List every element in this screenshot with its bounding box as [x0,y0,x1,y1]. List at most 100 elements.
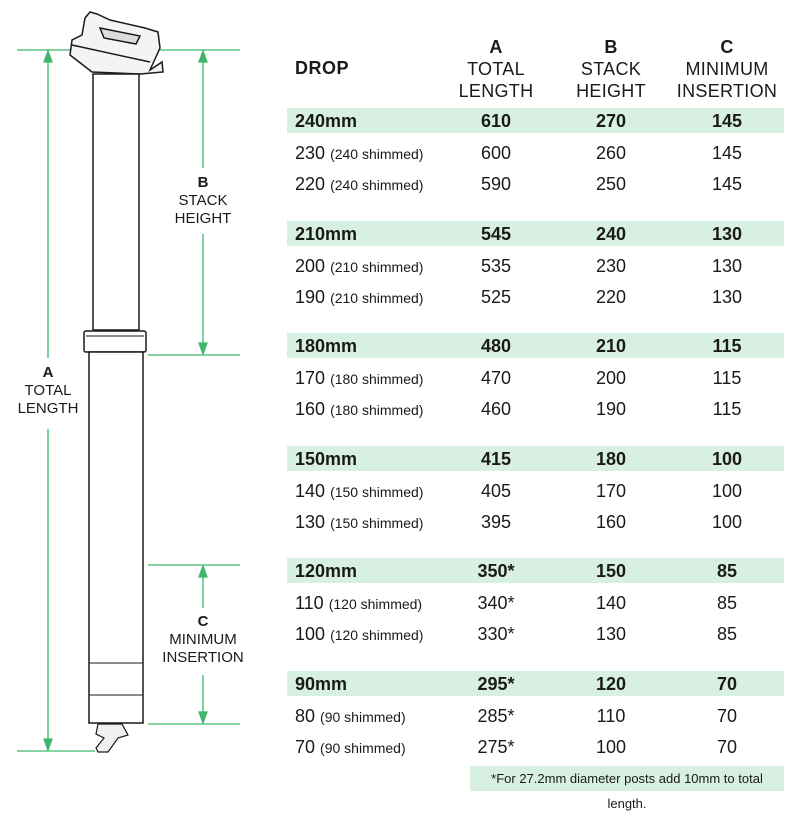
cell-total-length: 330* [477,624,515,645]
drop-value: 120mm [295,561,358,582]
cell-stack-height: 200 [595,368,627,389]
cell-drop: 160 (180 shimmed) [295,399,423,420]
header-letter: C [720,37,734,57]
header-line: INSERTION [676,81,778,101]
cell-stack-height: 210 [595,336,627,357]
drop-value: 180mm [295,336,358,357]
table-row-primary: 210mm 545 240 130 [287,220,784,246]
table-row-primary: 90mm 295* 120 70 [287,671,784,696]
cell-drop: 200 (210 shimmed) [295,256,423,277]
cell-total-length: 295* [477,674,515,694]
cell-total-length: 395 [480,511,512,532]
drop-value: 240mm [295,111,358,131]
cell-minimum-insertion: 70 [716,706,738,726]
label-c-minimum-insertion: C MINIMUM INSERTION [143,613,263,667]
cell-drop: 80 (90 shimmed) [295,706,406,727]
cell-stack-height: 160 [595,511,627,532]
cell-drop: 140 (150 shimmed) [295,481,423,502]
table-row: 190 (210 shimmed) 525 220 130 [287,284,784,309]
cell-stack-height: 180 [595,448,627,469]
cell-drop: 100 (120 shimmed) [295,624,423,645]
label-line: INSERTION [162,649,244,666]
cell-stack-height: 130 [595,624,627,645]
header-line: STACK [580,59,642,79]
table-row-primary: 150mm 415 180 100 [287,445,784,471]
drop-value: 90mm [295,674,348,694]
cell-minimum-insertion: 70 [716,737,738,757]
lower-tube [88,351,144,724]
header-line: HEIGHT [576,81,646,101]
shim-note: (180 shimmed) [330,371,424,388]
cell-drop: 70 (90 shimmed) [295,737,406,758]
cell-stack-height: 170 [595,480,627,501]
drop-value: 210mm [295,223,358,244]
cell-drop: 190 (210 shimmed) [295,287,423,308]
cell-minimum-insertion: 85 [716,561,738,582]
table-row: 140 (150 shimmed) 405 170 100 [287,478,784,503]
cell-minimum-insertion: 130 [711,286,743,307]
table-row: 230 (240 shimmed) 600 260 145 [287,140,784,165]
cell-stack-height: 260 [595,143,627,163]
cell-minimum-insertion: 145 [711,174,743,194]
header-letter: A [489,37,503,57]
cell-minimum-insertion: 115 [712,368,742,389]
drop-value: 110 [295,593,324,614]
header-total-length: A TOTAL LENGTH [431,36,561,102]
shim-note: (150 shimmed) [330,514,424,531]
drop-value: 170 [295,368,326,389]
cell-stack-height: 190 [595,399,627,420]
cell-drop: 150mm [295,449,357,470]
cell-total-length: 470 [480,368,512,389]
collar [83,330,147,353]
table-row-primary: 240mm 610 270 145 [287,108,784,133]
seatpost-diagram [17,11,240,753]
label-line: HEIGHT [174,210,232,227]
cell-minimum-insertion: 145 [711,111,743,131]
cell-minimum-insertion: 85 [716,593,738,614]
cell-stack-height: 240 [595,223,627,244]
shim-note: (210 shimmed) [330,258,424,275]
shim-note: (150 shimmed) [330,483,424,500]
table-row: 200 (210 shimmed) 535 230 130 [287,253,784,278]
header-line: LENGTH [458,81,534,101]
label-line: MINIMUM [169,631,237,648]
cell-total-length: 535 [480,255,512,276]
cell-total-length: 525 [480,286,512,307]
shim-note: (90 shimmed) [320,709,406,725]
cell-drop: 210mm [295,224,357,245]
label-a-total-length: A TOTAL LENGTH [0,364,108,418]
cell-total-length: 545 [480,223,512,244]
cell-minimum-insertion: 85 [716,624,738,645]
label-b-stack-height: B STACK HEIGHT [143,174,263,228]
cell-stack-height: 100 [595,737,627,757]
shim-note: (180 shimmed) [330,402,424,419]
cell-drop: 130 (150 shimmed) [295,512,423,533]
cell-total-length: 405 [480,480,512,501]
header-stack-height: B STACK HEIGHT [546,36,676,102]
shim-note: (240 shimmed) [330,146,424,162]
cell-minimum-insertion: 115 [712,399,742,420]
cell-drop: 230 (240 shimmed) [295,143,423,164]
cell-drop: 90mm [295,674,347,695]
cell-drop: 120mm [295,561,357,582]
cell-stack-height: 140 [595,593,627,614]
table-row: 170 (180 shimmed) 470 200 115 [287,365,784,390]
label-line: TOTAL [24,382,72,399]
header-letter: B [604,37,618,57]
table-row: 70 (90 shimmed) 275* 100 70 [287,734,784,759]
drop-value: 230 [295,143,326,163]
cell-drop: 240mm [295,111,357,132]
shim-note: (210 shimmed) [330,289,424,306]
drop-value: 150mm [295,448,358,469]
cell-total-length: 415 [480,448,512,469]
drop-value: 140 [295,480,326,501]
cell-drop: 110 (120 shimmed) [295,593,422,614]
table-row: 100 (120 shimmed) 330* 130 85 [287,621,784,646]
cell-total-length: 480 [480,336,512,357]
label-letter: C [197,613,209,630]
table-row: 110 (120 shimmed) 340* 140 85 [287,590,784,615]
shim-note: (120 shimmed) [330,627,424,644]
header-minimum-insertion: C MINIMUM INSERTION [662,36,792,102]
table-row: 220 (240 shimmed) 590 250 145 [287,171,784,196]
cell-total-length: 460 [480,399,512,420]
